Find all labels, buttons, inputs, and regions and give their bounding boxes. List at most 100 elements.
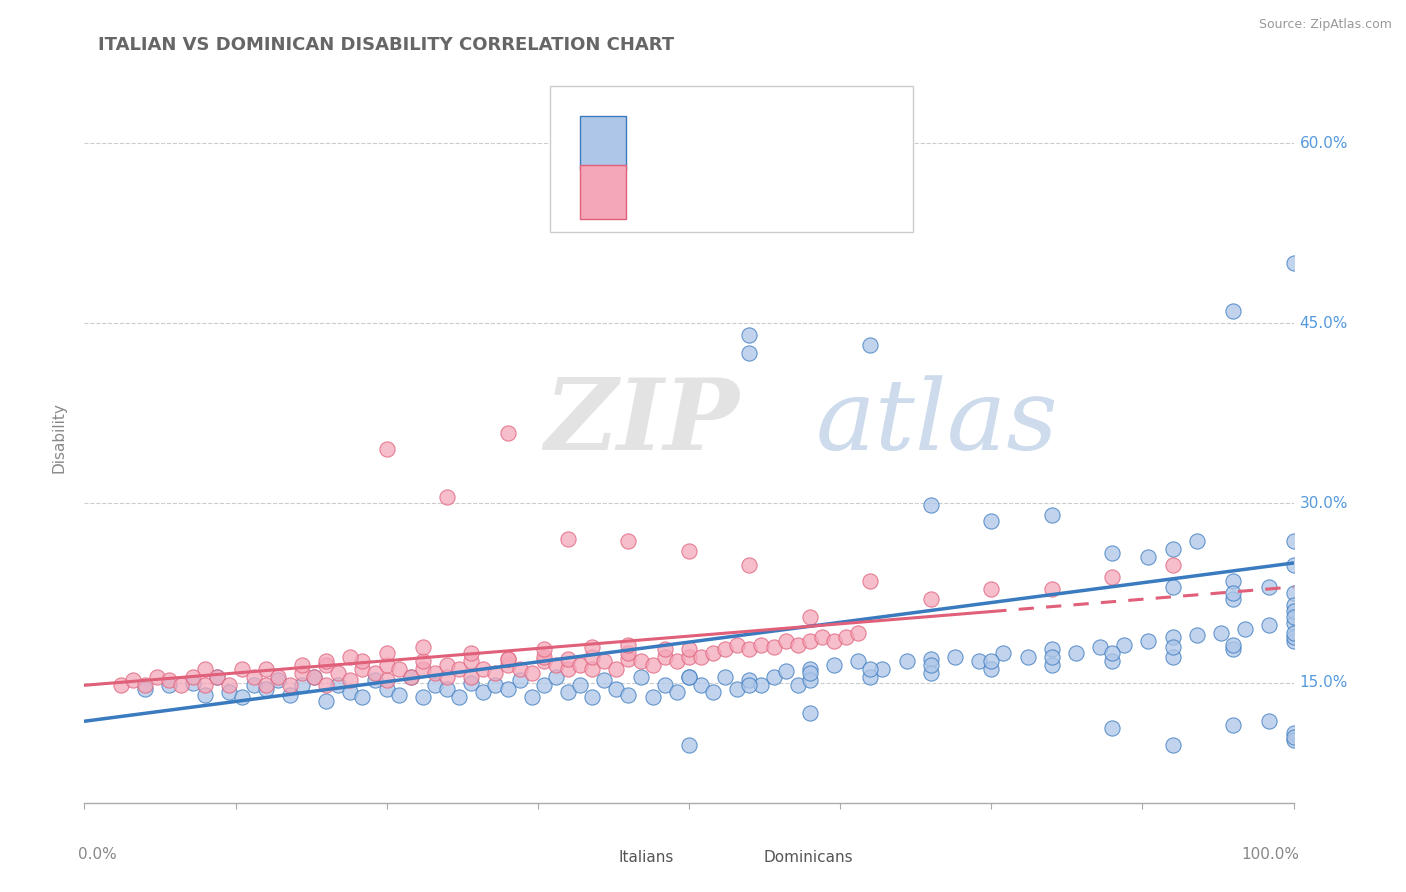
Point [738, 558, 761, 573]
Text: 60.0%: 60.0% [1299, 136, 1348, 151]
Point [678, 642, 700, 657]
Point [339, 673, 361, 688]
FancyBboxPatch shape [568, 845, 605, 871]
Point [799, 610, 821, 624]
Point [859, 337, 882, 351]
Point [496, 681, 519, 696]
Point [254, 661, 277, 675]
Point [328, 666, 350, 681]
Point [1101, 570, 1123, 584]
Point [1161, 630, 1184, 644]
Point [1282, 586, 1305, 600]
Point [605, 681, 627, 696]
Point [363, 673, 385, 688]
Point [846, 625, 869, 640]
Point [1282, 558, 1305, 573]
Point [412, 661, 434, 675]
Point [1282, 256, 1305, 270]
Point [484, 666, 506, 681]
Point [654, 678, 676, 692]
Point [872, 661, 894, 675]
Point [436, 681, 458, 696]
Point [460, 676, 482, 690]
Text: ITALIAN VS DOMINICAN DISABILITY CORRELATION CHART: ITALIAN VS DOMINICAN DISABILITY CORRELAT… [98, 36, 675, 54]
Point [1137, 549, 1160, 564]
Point [630, 670, 652, 684]
Text: 45.0%: 45.0% [1299, 316, 1348, 331]
Point [581, 649, 603, 664]
Point [352, 661, 374, 675]
Point [412, 640, 434, 654]
Point [254, 678, 277, 692]
Point [799, 706, 821, 720]
Point [352, 690, 374, 705]
Point [738, 678, 761, 692]
Point [557, 652, 579, 666]
Point [557, 685, 579, 699]
Point [1258, 714, 1281, 729]
Point [399, 670, 422, 684]
Point [654, 649, 676, 664]
Point [146, 670, 169, 684]
Point [1101, 646, 1123, 660]
Point [520, 690, 543, 705]
Point [593, 673, 616, 688]
Point [980, 661, 1002, 675]
Point [520, 666, 543, 681]
Point [714, 670, 737, 684]
Point [302, 670, 325, 684]
Point [725, 638, 748, 652]
Point [738, 642, 761, 657]
Point [1040, 657, 1063, 672]
Point [751, 638, 773, 652]
Point [943, 649, 966, 664]
Point [617, 646, 640, 660]
Point [1017, 649, 1039, 664]
Point [231, 690, 253, 705]
Point [980, 514, 1002, 528]
Point [799, 634, 821, 648]
Point [339, 649, 361, 664]
Point [738, 346, 761, 360]
Point [1282, 630, 1305, 644]
Point [315, 657, 337, 672]
FancyBboxPatch shape [550, 86, 912, 232]
Point [375, 681, 398, 696]
Point [811, 630, 834, 644]
Point [472, 685, 495, 699]
Point [399, 670, 422, 684]
Point [352, 654, 374, 668]
Point [267, 673, 290, 688]
Point [678, 544, 700, 558]
Point [315, 678, 337, 692]
Point [134, 681, 156, 696]
Point [496, 657, 519, 672]
Point [1040, 508, 1063, 522]
Text: 0.0%: 0.0% [79, 847, 117, 862]
Point [449, 661, 471, 675]
Text: 15.0%: 15.0% [1299, 675, 1348, 690]
Point [859, 661, 882, 675]
Point [375, 657, 398, 672]
Point [496, 652, 519, 666]
Point [581, 690, 603, 705]
Point [278, 688, 301, 702]
Point [630, 654, 652, 668]
Point [388, 688, 411, 702]
Point [1282, 534, 1305, 549]
Point [339, 685, 361, 699]
Point [678, 670, 700, 684]
Point [231, 661, 253, 675]
Point [665, 654, 688, 668]
Point [617, 534, 640, 549]
Point [786, 638, 808, 652]
Point [762, 640, 785, 654]
Point [702, 685, 724, 699]
Point [1209, 625, 1232, 640]
Point [302, 670, 325, 684]
Point [496, 652, 519, 666]
Point [1185, 534, 1208, 549]
Y-axis label: Disability: Disability [51, 401, 66, 473]
Point [412, 654, 434, 668]
Point [617, 688, 640, 702]
